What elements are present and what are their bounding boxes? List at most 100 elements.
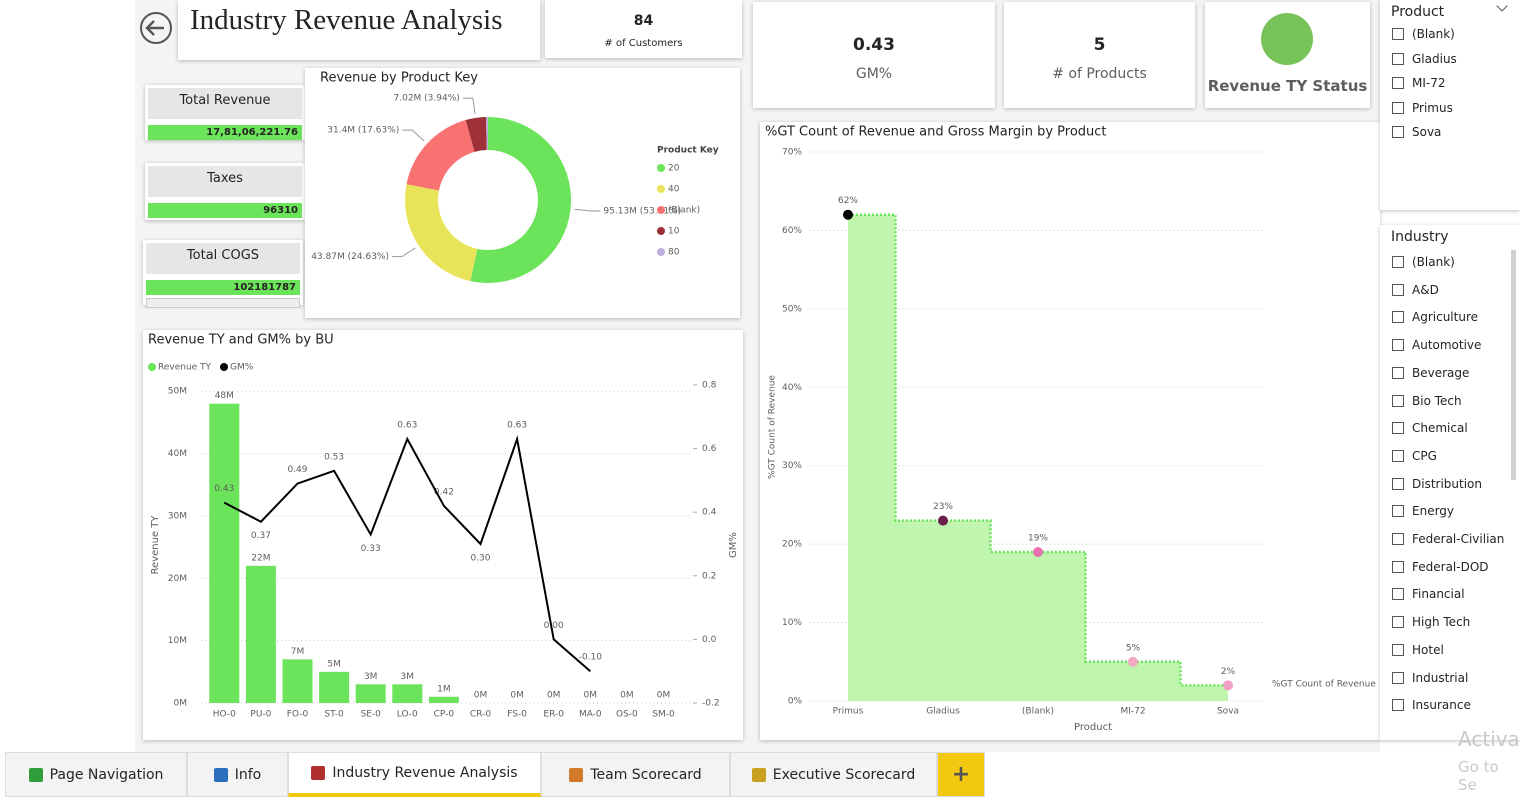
slicer-item[interactable]: Primus [1392,101,1453,115]
donut-card [305,68,740,318]
checkbox[interactable] [1392,52,1404,65]
slicer-item[interactable]: A&D [1392,283,1439,297]
page-title: Industry Revenue Analysis [190,4,503,36]
kpi-value: 0.43 [853,35,895,55]
x-tick-label: HO-0 [213,710,236,720]
slicer-item[interactable]: Chemical [1392,421,1468,435]
checkbox[interactable] [1392,256,1404,268]
slicer-item[interactable]: Hotel [1392,643,1444,657]
watermark: Activa [1458,727,1520,751]
bar [209,403,240,703]
metric-value: 96310 [148,203,302,218]
x-tick-label: Sova [1217,707,1239,717]
slicer-item[interactable]: Sova [1392,125,1441,139]
slicer-item[interactable]: Industrial [1392,671,1468,685]
scrollbar [1511,250,1516,480]
slicer-item[interactable]: Automotive [1392,338,1481,352]
chart-title: Revenue TY and GM% by BU [148,333,334,348]
slicer-item[interactable]: Bio Tech [1392,394,1462,408]
kpi-products: 5 # of Products [1004,2,1195,108]
checkbox[interactable] [1392,339,1404,352]
data-label: 0.53 [324,452,344,462]
slicer-label: Insurance [1412,698,1471,713]
checkbox[interactable] [1392,643,1404,656]
tab-icon [569,767,584,782]
slicer-item[interactable]: Insurance [1392,698,1471,712]
donut-slice [406,120,475,191]
slicer-item[interactable]: (Blank) [1392,27,1455,41]
data-label: 7M [291,647,305,657]
status-indicator [1261,13,1313,65]
page-tab[interactable]: Page Navigation [5,752,187,797]
data-label: 0.63 [397,421,417,431]
slicer-item[interactable]: (Blank) [1392,255,1455,269]
checkbox[interactable] [1392,560,1404,573]
slicer-item[interactable]: Agriculture [1392,310,1478,324]
add-page[interactable]: + [937,752,985,797]
area [848,214,1228,701]
slicer-label: Federal-Civilian [1412,532,1505,546]
slicer-label: High Tech [1412,615,1471,630]
data-label: 2% [1221,667,1236,677]
slicer-item[interactable]: Distribution [1392,477,1482,491]
metric-card: Taxes 96310 [145,163,305,220]
donut-slice [405,184,478,282]
slicer-item[interactable]: Federal-Civilian [1392,532,1504,546]
slicer-label: Gladius [1412,51,1457,66]
checkbox[interactable] [1392,394,1404,407]
slicer-label: Industrial [1412,670,1469,685]
chart-title: Revenue by Product Key [320,71,478,86]
page-tab[interactable]: Team Scorecard [541,752,730,797]
checkbox[interactable] [1392,616,1404,629]
page-tab[interactable]: Executive Scorecard [730,752,937,797]
legend-label: 10 [668,227,680,237]
slicer-item[interactable]: Gladius [1392,52,1457,66]
slicer-label: A&D [1412,282,1439,297]
slicer-item[interactable]: Energy [1392,504,1454,518]
legend-marker [657,185,665,193]
checkbox[interactable] [1392,422,1404,435]
slicer-label: Hotel [1412,642,1444,657]
page-tab[interactable]: Info [187,752,288,797]
tab-label: Team Scorecard [590,766,702,783]
checkbox[interactable] [1392,311,1404,324]
checkbox[interactable] [1392,283,1404,296]
checkbox[interactable] [1392,101,1404,114]
checkbox[interactable] [1392,77,1404,89]
slicer-label: Agriculture [1412,310,1478,325]
checkbox[interactable] [1392,505,1404,518]
checkbox[interactable] [1392,126,1404,138]
slicer-item[interactable]: Beverage [1392,366,1469,380]
kpi-value: 84 [633,13,654,29]
y-tick-label: 40M [168,449,187,459]
x-tick-label: CR-0 [470,710,491,720]
checkbox[interactable] [1392,477,1404,490]
page-tab[interactable]: Industry Revenue Analysis [288,752,541,797]
chevron[interactable] [1496,0,1508,12]
slicer-title: Industry [1391,229,1449,245]
data-label: 0.37 [251,531,271,541]
x-tick-label: ST-0 [324,710,344,720]
leader-line [402,129,425,142]
slicer-label: Chemical [1412,421,1468,436]
checkbox[interactable] [1392,366,1404,379]
checkbox[interactable] [1392,449,1404,462]
slicer-item[interactable]: Financial [1392,587,1465,601]
checkbox[interactable] [1392,671,1404,684]
slicer-item[interactable]: MI-72 [1392,76,1446,90]
kpi-gm: 0.43 GM% [753,2,995,108]
slicer-item[interactable]: High Tech [1392,615,1470,629]
back-button[interactable] [140,12,172,44]
checkbox[interactable] [1392,533,1404,545]
data-label: 3M [364,672,378,682]
slicer-item[interactable]: Federal-DOD [1392,560,1489,574]
legend-marker [657,248,665,256]
y-tick-label: 30% [782,461,802,471]
legend-label: 80 [668,248,680,258]
slicer-item[interactable]: CPG [1392,449,1437,463]
checkbox[interactable] [1392,699,1404,712]
checkbox[interactable] [1392,588,1404,601]
checkbox[interactable] [1392,28,1404,40]
y-tick-label: 30M [168,511,187,521]
